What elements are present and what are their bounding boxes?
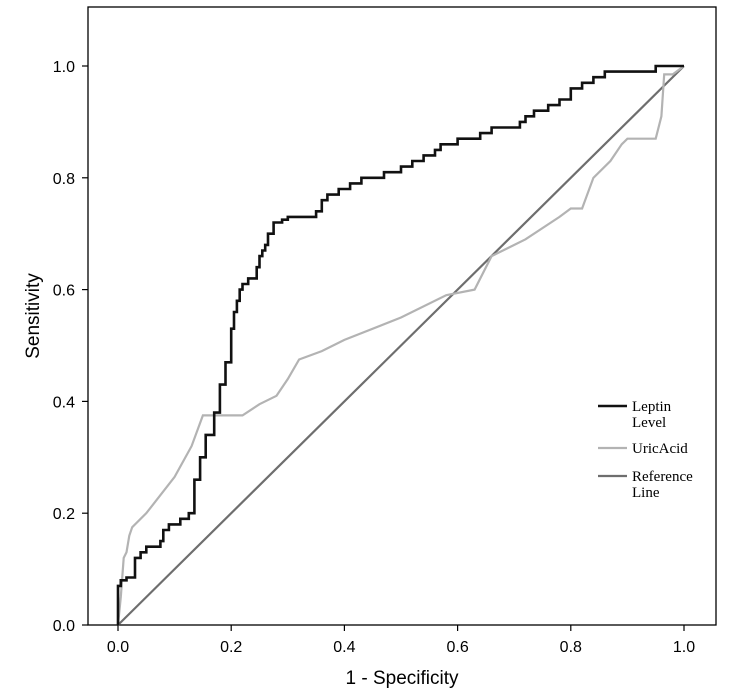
x-tick-label: 0.0 (107, 639, 129, 656)
y-tick-label: 0.0 (53, 618, 75, 635)
x-tick-label: 0.2 (220, 639, 242, 656)
y-tick-label: 1.0 (53, 59, 75, 76)
series-layer (116, 64, 685, 626)
y-tick-label: 0.6 (53, 283, 75, 300)
x-tick-label: 0.8 (560, 639, 582, 656)
legend-label-uricacid: UricAcid (632, 441, 688, 457)
x-axis: 0.0 0.2 0.4 0.6 0.8 1.0 (107, 625, 695, 656)
x-tick-label: 0.4 (333, 639, 355, 656)
x-tick-label: 1.0 (673, 639, 695, 656)
y-tick-label: 0.2 (53, 506, 75, 523)
x-axis-title: 1 - Specificity (346, 668, 459, 689)
legend-label-leptin-level: Leptin (632, 399, 672, 415)
plot-frame (87, 6, 717, 626)
y-axis-title: Sensitivity (23, 273, 44, 359)
legend-label-reference-line: Reference (632, 469, 693, 485)
legend-label-reference-line: Line (632, 485, 660, 501)
legend-label-leptin-level: Level (632, 415, 666, 431)
y-tick-label: 0.4 (53, 394, 75, 411)
reference-line-line (117, 65, 685, 626)
uricacid-line (116, 65, 685, 626)
x-tick-label: 0.6 (446, 639, 468, 656)
y-tick-label: 0.8 (53, 171, 75, 188)
y-axis: 0.0 0.2 0.4 0.6 0.8 1.0 (53, 59, 88, 635)
leptin-level-line (116, 64, 684, 625)
